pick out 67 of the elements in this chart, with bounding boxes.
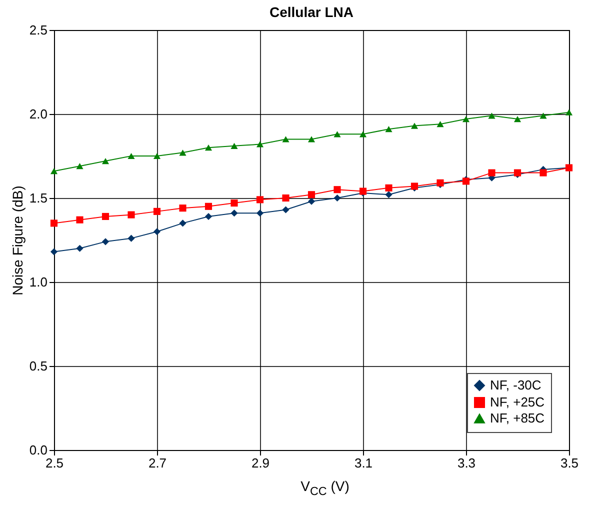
x-axis-title: V$_{CC}$ (V) bbox=[300, 478, 350, 498]
point bbox=[128, 152, 135, 160]
point bbox=[256, 141, 264, 148]
point bbox=[308, 198, 316, 205]
point bbox=[514, 116, 522, 122]
point bbox=[76, 163, 84, 170]
point bbox=[540, 112, 547, 119]
y-tick-label: 2.0 bbox=[29, 106, 48, 122]
point bbox=[282, 194, 290, 202]
point bbox=[128, 211, 135, 218]
point bbox=[462, 116, 470, 122]
point bbox=[488, 169, 496, 176]
legend-label: NF, +25C bbox=[490, 394, 545, 410]
x-tick-label: 2.5 bbox=[45, 456, 64, 470]
point bbox=[230, 200, 238, 207]
x-tick-label: 3.1 bbox=[354, 456, 373, 470]
point bbox=[153, 228, 161, 236]
point bbox=[308, 136, 316, 142]
y-tick-label: 0.0 bbox=[29, 442, 48, 458]
point bbox=[50, 168, 58, 174]
point bbox=[153, 208, 161, 215]
x-tick-label: 2.9 bbox=[251, 456, 270, 470]
x-tick-label: 3.3 bbox=[457, 456, 476, 470]
point bbox=[334, 186, 341, 194]
point bbox=[102, 238, 110, 246]
point bbox=[256, 210, 264, 217]
point bbox=[153, 152, 161, 160]
point bbox=[76, 216, 84, 224]
point bbox=[179, 204, 186, 212]
point bbox=[179, 220, 186, 227]
point bbox=[230, 142, 238, 149]
point bbox=[436, 121, 444, 128]
point bbox=[385, 184, 392, 192]
y-tick-label: 0.5 bbox=[29, 358, 48, 374]
point bbox=[204, 144, 212, 151]
legend-label: NF, -30C bbox=[490, 378, 542, 392]
point bbox=[128, 234, 135, 242]
y-tick-label: 2.5 bbox=[29, 22, 48, 38]
point bbox=[179, 150, 186, 156]
point bbox=[50, 220, 58, 227]
y-tick-label: 1.5 bbox=[29, 190, 48, 206]
point bbox=[256, 196, 264, 204]
point bbox=[565, 109, 573, 116]
legend-label: NF, +85C bbox=[490, 410, 545, 426]
point bbox=[102, 158, 110, 164]
chart-title: Cellular LNA bbox=[269, 4, 354, 20]
point bbox=[540, 169, 547, 176]
point bbox=[102, 212, 110, 220]
point bbox=[488, 112, 496, 119]
y-axis-title: Noise Figure (dB) bbox=[9, 186, 26, 296]
point bbox=[230, 210, 238, 217]
point bbox=[359, 131, 367, 138]
point bbox=[334, 194, 341, 202]
x-tick-label: 3.5 bbox=[560, 456, 579, 470]
point bbox=[385, 191, 392, 198]
point bbox=[204, 202, 212, 210]
point bbox=[385, 126, 392, 132]
point bbox=[282, 136, 290, 142]
y-tick-label: 1.0 bbox=[29, 274, 48, 290]
point bbox=[334, 131, 341, 138]
x-tick-label: 2.7 bbox=[148, 456, 167, 470]
point bbox=[76, 244, 84, 252]
point bbox=[410, 122, 418, 129]
point bbox=[204, 212, 212, 220]
point bbox=[282, 206, 290, 214]
point bbox=[50, 248, 58, 256]
point bbox=[308, 191, 316, 198]
